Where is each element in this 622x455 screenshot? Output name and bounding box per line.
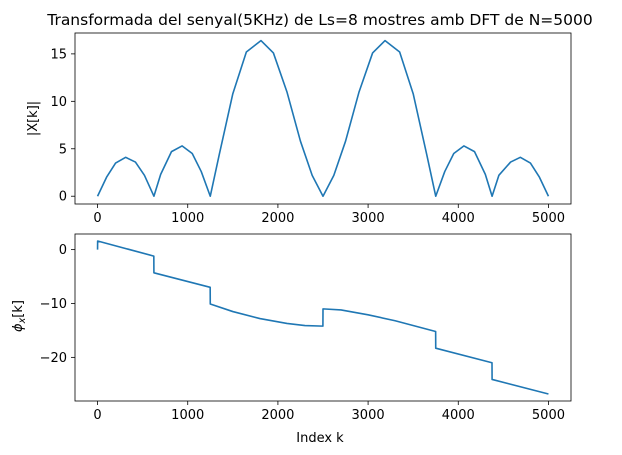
x-tick-label: 4000 — [442, 408, 475, 423]
x-tick-label: 2000 — [261, 408, 294, 423]
phi-index: [k] — [11, 300, 26, 318]
phase-plot-area: 0 1000 2000 3000 4000 5000 0 −10 −20 — [40, 233, 572, 423]
x-tick-label: 3000 — [352, 408, 385, 423]
y-tick-label: 0 — [59, 243, 67, 258]
magnitude-plot: Transformada del senyal(5KHz) de Ls=8 mo… — [26, 11, 593, 226]
y-axis-label: |X[k]| — [26, 101, 41, 136]
phi-symbol: ϕ — [11, 323, 26, 332]
y-tick-label: 5 — [59, 142, 67, 157]
x-tick-label: 1000 — [171, 211, 204, 226]
x-tick-label: 0 — [93, 408, 101, 423]
x-tick-label: 5000 — [532, 408, 565, 423]
chart-title: Transformada del senyal(5KHz) de Ls=8 mo… — [46, 11, 592, 29]
x-tick-label: 4000 — [442, 211, 475, 226]
x-tick-label: 0 — [93, 211, 101, 226]
magnitude-plot-area: 0 1000 2000 3000 4000 5000 0 5 10 15 — [50, 32, 572, 226]
y-tick-label: −10 — [40, 297, 67, 312]
y-tick-label: 0 — [59, 190, 67, 205]
x-tick-label: 2000 — [261, 211, 294, 226]
x-tick-label: 1000 — [171, 408, 204, 423]
axes-frame — [74, 233, 572, 402]
y-tick-label: 10 — [50, 95, 67, 110]
y-axis-label: ϕx[k] — [11, 300, 28, 332]
y-tick-label: 15 — [50, 47, 67, 62]
phase-plot: ϕx[k] Index k 0 1000 2000 3000 4000 5000 0 −10 −… — [11, 233, 572, 446]
x-axis-label: Index k — [296, 431, 344, 446]
x-tick-label: 5000 — [532, 211, 565, 226]
phi-subscript: x — [17, 317, 28, 324]
axes-frame — [74, 32, 572, 205]
x-tick-label: 3000 — [352, 211, 385, 226]
series-line-0 — [96, 240, 549, 395]
y-tick-label: −20 — [40, 351, 67, 366]
series-line-0 — [96, 39, 550, 198]
